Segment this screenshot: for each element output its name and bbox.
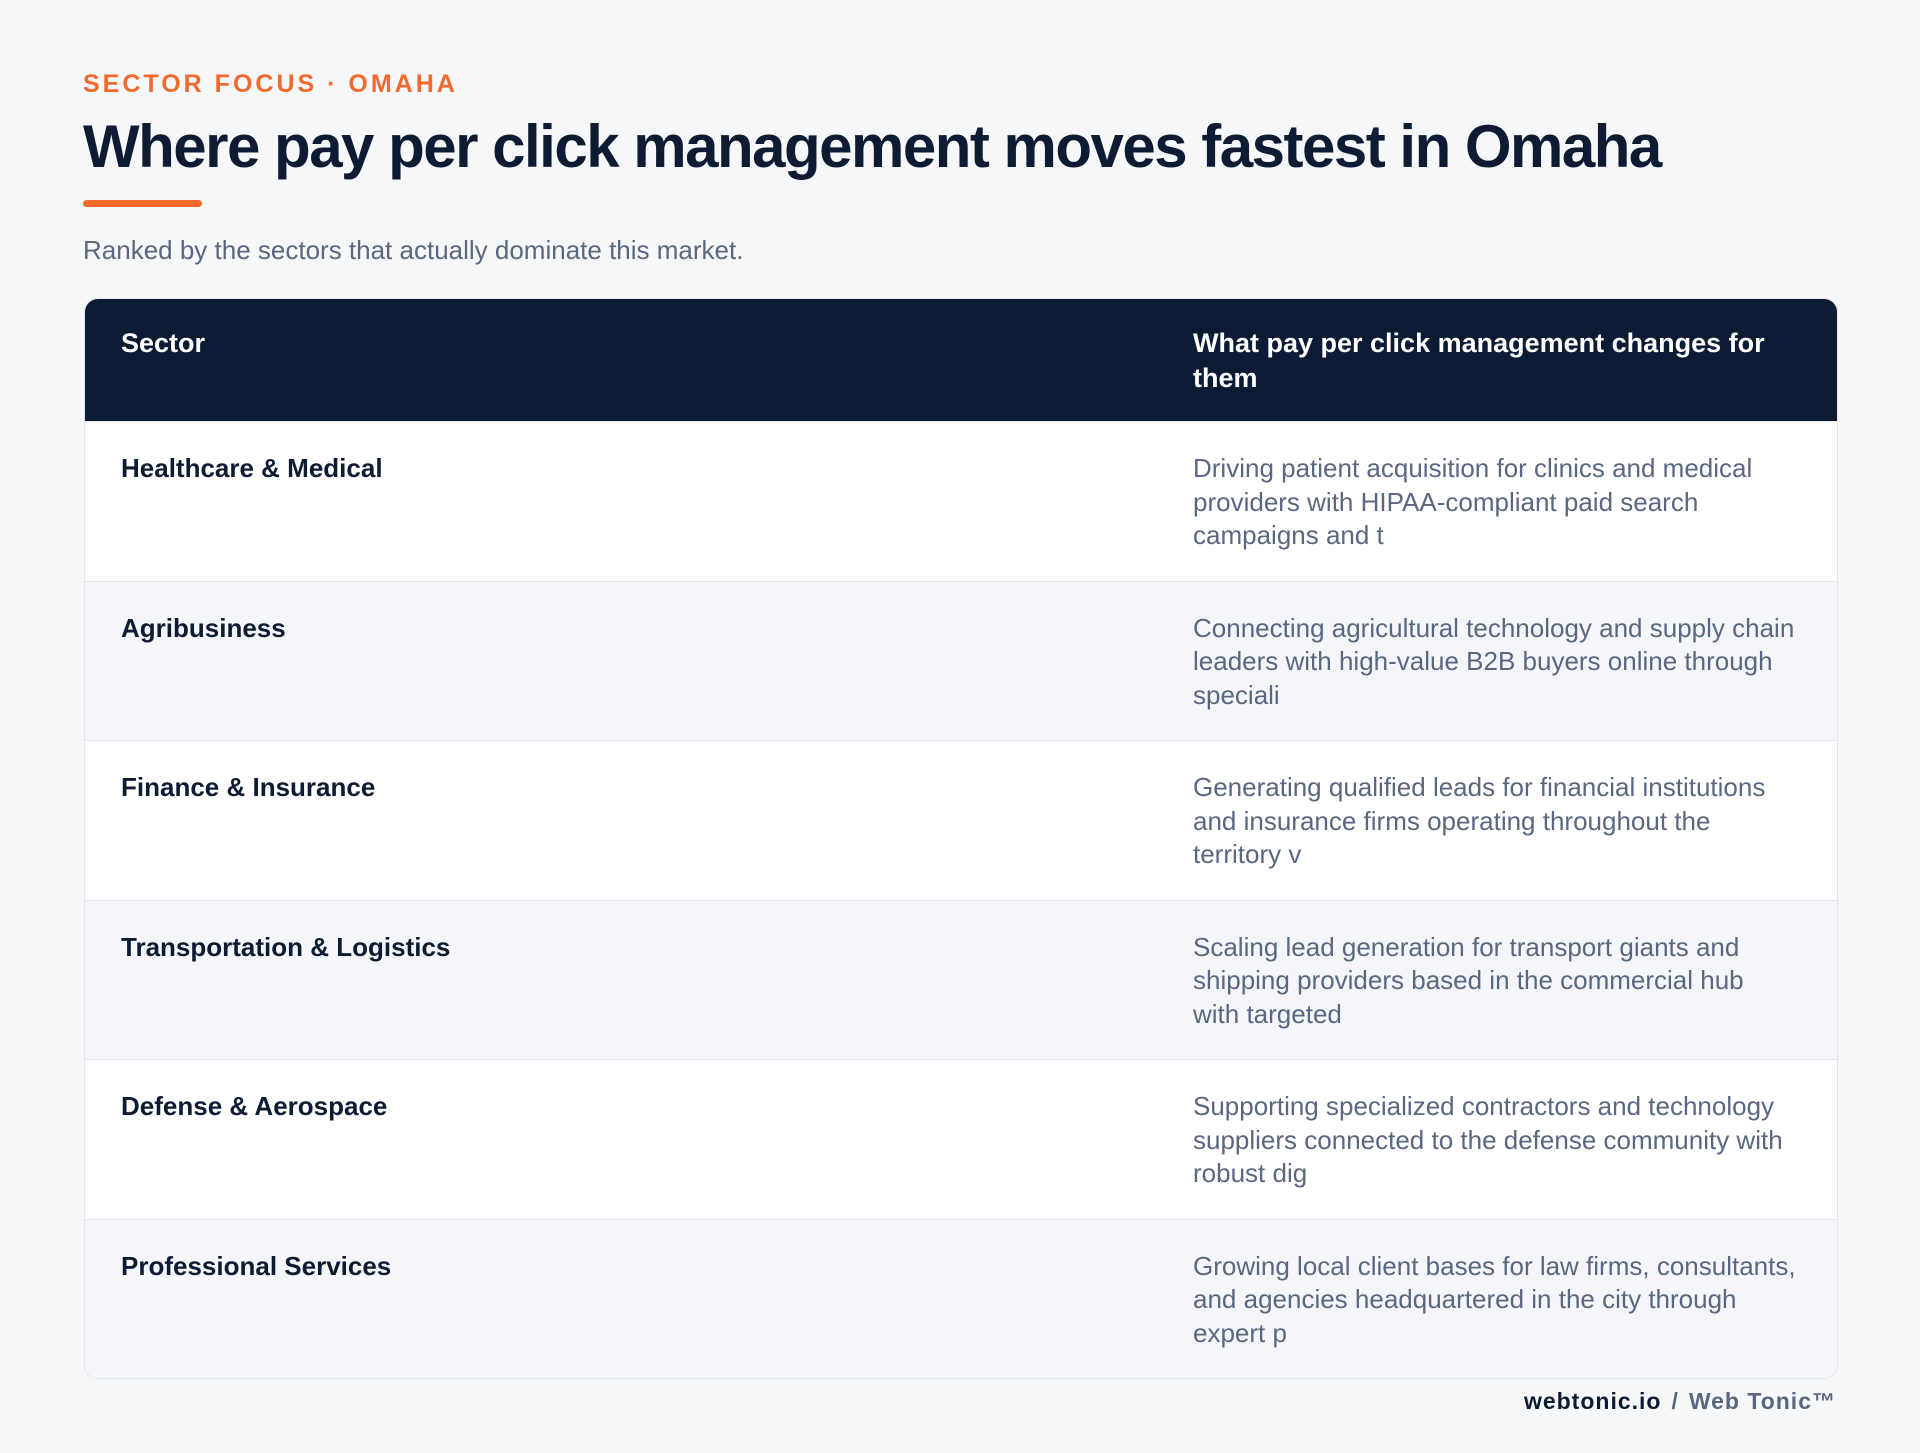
sector-cell: Healthcare & Medical bbox=[85, 421, 1157, 581]
sector-cell: Agribusiness bbox=[85, 580, 1157, 741]
footer-brand: Web Tonic™ bbox=[1688, 1388, 1836, 1414]
column-header: Sector bbox=[85, 299, 1157, 422]
table-row: Defense & Aerospace Supporting specialize… bbox=[85, 1059, 1837, 1219]
table-row: Professional Services Growing local clien… bbox=[85, 1218, 1837, 1378]
description-cell: Generating qualified leads for financial… bbox=[1157, 740, 1837, 900]
page-title: Where pay per click management moves fas… bbox=[83, 113, 1662, 180]
footer-separator: / bbox=[1671, 1388, 1679, 1414]
column-header: What pay per click management changes fo… bbox=[1157, 299, 1837, 422]
sector-cell: Defense & Aerospace bbox=[85, 1059, 1157, 1219]
subtitle: Ranked by the sectors that actually domi… bbox=[83, 235, 744, 265]
description-cell: Growing local client bases for law firms… bbox=[1157, 1218, 1837, 1378]
table-row: Healthcare & Medical Driving patient acqu… bbox=[85, 421, 1837, 581]
table-row: Agribusiness Connecting agricultural tech… bbox=[85, 580, 1837, 741]
footer-site: webtonic.io bbox=[1523, 1388, 1662, 1414]
accent-bar bbox=[83, 200, 202, 207]
description-cell: Scaling lead generation for transport gi… bbox=[1157, 899, 1837, 1060]
footer: webtonic.io / Web Tonic™ bbox=[1524, 1388, 1836, 1415]
description-cell: Driving patient acquisition for clinics … bbox=[1157, 421, 1837, 581]
table-card: Sector What pay per click management cha… bbox=[84, 298, 1838, 1379]
sector-cell: Transportation & Logistics bbox=[85, 899, 1157, 1060]
sector-cell: Professional Services bbox=[85, 1218, 1157, 1378]
table-body: Healthcare & Medical Driving patient acqu… bbox=[85, 421, 1837, 1378]
sector-table: Sector What pay per click management cha… bbox=[85, 299, 1837, 1378]
eyebrow: SECTOR FOCUS · OMAHA bbox=[83, 70, 458, 98]
table-row: Finance & Insurance Generating qualified … bbox=[85, 740, 1837, 900]
description-cell: Supporting specialized contractors and t… bbox=[1157, 1059, 1837, 1219]
sector-cell: Finance & Insurance bbox=[85, 740, 1157, 900]
table-row: Transportation & Logistics Scaling lead g… bbox=[85, 899, 1837, 1060]
description-cell: Connecting agricultural technology and s… bbox=[1157, 580, 1837, 741]
header-row: Sector What pay per click management cha… bbox=[85, 299, 1837, 422]
